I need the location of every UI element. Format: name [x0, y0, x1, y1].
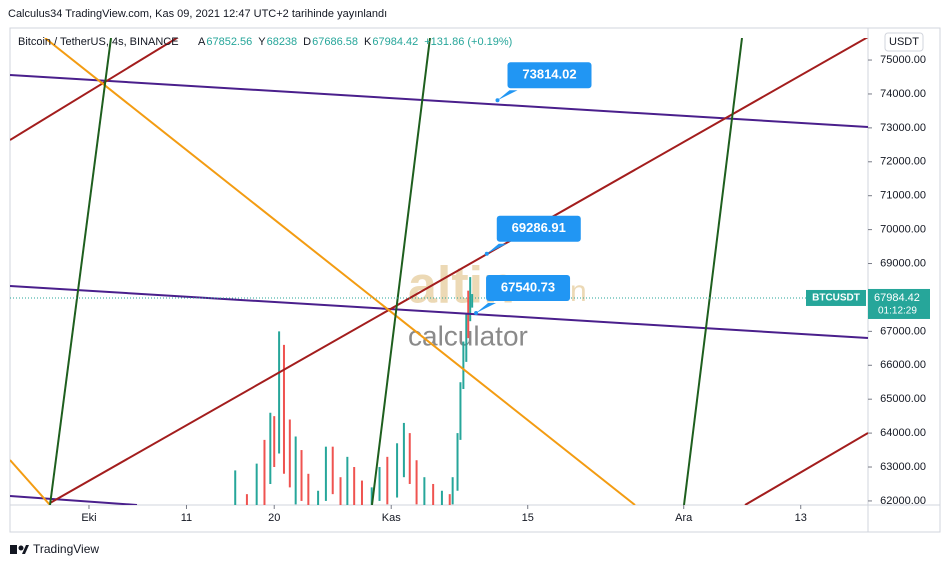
ohlc-key: K [364, 36, 372, 48]
y-tick-label: 62000.00 [880, 495, 926, 507]
ohlc-value: 67686.58 [312, 36, 358, 48]
trend-line [49, 38, 868, 504]
symbol-tag [806, 289, 866, 306]
trend-line [744, 432, 868, 505]
trend-line [10, 495, 138, 505]
y-tick-label: 64000.00 [880, 427, 926, 439]
ohlc-key: D [303, 36, 311, 48]
symbol-tag-label: BTCUSDT [812, 293, 860, 304]
trend-line [49, 38, 112, 505]
callout-label: 73814.02 [522, 67, 576, 82]
x-tick-label: Kas [382, 512, 401, 524]
trend-line [10, 459, 51, 505]
candles [234, 277, 474, 505]
y-tick-label: 75000.00 [880, 54, 926, 66]
ohlc-value: 68238 [267, 36, 298, 48]
price-tag [868, 288, 930, 319]
callout-label: 67540.73 [501, 279, 555, 294]
y-tick-label: 69000.00 [880, 257, 926, 269]
footer-brand: TradingView [33, 542, 99, 556]
ohlc-key: A [198, 36, 206, 48]
callout-anchor [474, 311, 479, 316]
trend-line [10, 74, 868, 128]
callout-box [507, 62, 592, 89]
callout-anchor [484, 251, 489, 256]
y-tick-label: 63000.00 [880, 461, 926, 473]
trend-line [371, 38, 431, 505]
ohlc-key: Y [258, 36, 266, 48]
trend-line [683, 38, 743, 505]
pane-border [9, 27, 941, 533]
callout-pointer [497, 90, 518, 101]
x-tick-label: 13 [795, 512, 807, 524]
ohlc: A 67852.56 Y 68238 D 67686.58 K 67984.42 +131.86… [198, 36, 512, 48]
countdown: 01:12:29 [878, 306, 917, 317]
ohlc-value: 67852.56 [206, 36, 252, 48]
y-tick-label: 74000.00 [880, 88, 926, 100]
change: +131.86 (+0.19%) [424, 36, 512, 48]
y-tick-label: 72000.00 [880, 156, 926, 168]
x-tick-label: 15 [522, 512, 534, 524]
callout-box [496, 215, 581, 242]
publisher: Calculus34 TradingView.com, Kas 09, 2021… [8, 8, 387, 20]
x-tick-label: 11 [181, 512, 192, 524]
y-tick-label: 73000.00 [880, 122, 926, 134]
y-tick-label: 65000.00 [880, 393, 926, 405]
callout-pointer [486, 243, 507, 254]
ohlc-value: 67984.42 [372, 36, 418, 48]
trend-line [44, 38, 636, 505]
x-tick-label: Ara [675, 512, 693, 524]
callout-pointer [476, 303, 497, 314]
trend-line [10, 38, 179, 141]
y-tick-label: 66000.00 [880, 359, 926, 371]
y-tick-label: 70000.00 [880, 224, 926, 236]
callout-box [486, 275, 571, 302]
currency-button[interactable] [884, 32, 924, 52]
footer-logo [10, 545, 29, 554]
trend-line [10, 285, 868, 339]
drawings: altin .in calculator [10, 38, 868, 505]
y-tick-label: 67000.00 [880, 325, 926, 337]
price-tag-label: 67984.42 [874, 292, 920, 304]
x-tick-label: 20 [268, 512, 280, 524]
currency-button-label[interactable]: USDT [889, 36, 919, 48]
x-tick-label: Eki [81, 512, 96, 524]
y-tick-label: 71000.00 [880, 190, 926, 202]
callout-label: 69286.91 [512, 220, 566, 235]
symbol: Bitcoin / TetherUS, 4s, BINANCE [18, 36, 179, 48]
callout-anchor [495, 98, 500, 103]
